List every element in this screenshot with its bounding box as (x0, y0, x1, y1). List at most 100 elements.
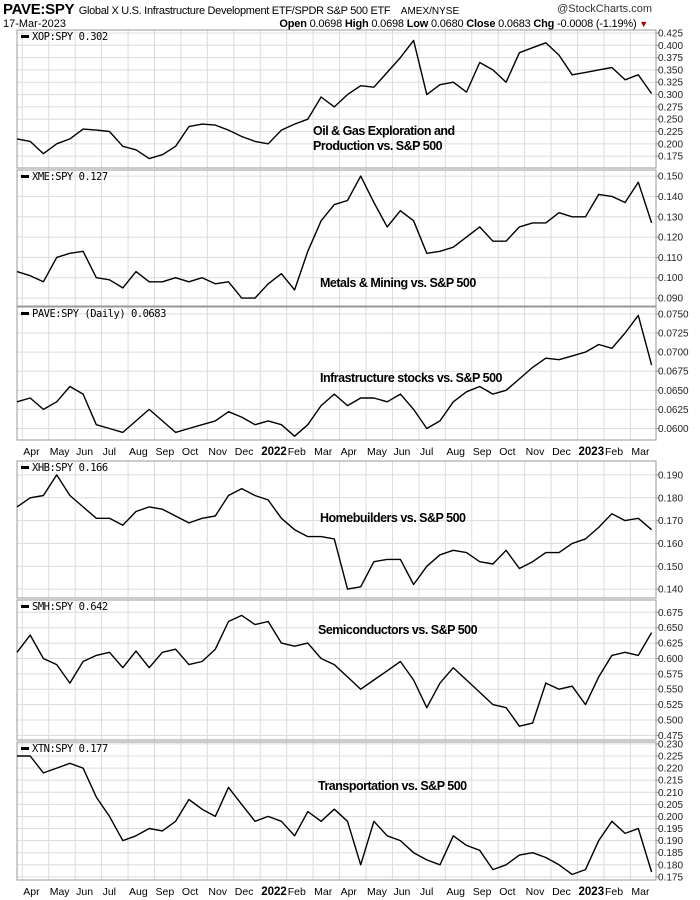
x-axis-month-label: Oct (499, 886, 515, 898)
y-tick-label: 0.525 (658, 700, 683, 711)
down-arrow-icon: ▼ (639, 19, 648, 29)
x-axis-month-label: Mar (314, 446, 333, 458)
x-axis-month-label: May (50, 886, 71, 898)
legend-label: XHB:SPY 0.166 (32, 462, 108, 474)
y-tick-label: 0.550 (658, 685, 683, 696)
change-label: Chg (533, 18, 555, 30)
legend-label: SMH:SPY 0.642 (32, 601, 108, 613)
y-tick-label: 0.140 (658, 192, 683, 203)
y-tick-label: 0.090 (658, 294, 683, 305)
series-line (16, 314, 653, 437)
x-axis-month-label: Dec (552, 446, 571, 458)
y-tick-label: 0.175 (658, 872, 683, 883)
panel-xme-spy: 0.150 0.140 0.130 0.120 0.110 0.100 0.090 XME:S… (16, 169, 683, 307)
x-axis-year-label: 2022 (261, 446, 287, 458)
y-tick-label: 0.500 (658, 716, 683, 727)
x-axis-month-label: Jul (103, 446, 116, 458)
legend-swatch (21, 466, 29, 469)
y-tick-label: 0.0700 (658, 348, 689, 359)
x-axis-month-label: Nov (208, 446, 227, 458)
panel-xhb-spy: 0.190 0.180 0.170 0.160 0.150 0.140 XHB:SPY 0.… (16, 460, 683, 599)
panel-annotation: Oil & Gas Exploration and (313, 124, 455, 138)
y-tick-label: 0.190 (658, 470, 683, 481)
legend-label: XTN:SPY 0.177 (32, 743, 108, 755)
x-axis-month-label: Apr (23, 446, 40, 458)
legend-label: PAVE:SPY (Daily) 0.0683 (32, 308, 166, 320)
y-tick-label: 0.0600 (658, 424, 689, 435)
series-line (17, 755, 653, 876)
x-axis-month-label: Feb (288, 886, 306, 898)
x-axis-month-label: May (50, 446, 71, 458)
y-tick-label: 0.250 (658, 115, 683, 126)
panel-annotation: Infrastructure stocks vs. S&P 500 (320, 371, 503, 385)
y-tick-label: 0.350 (658, 65, 683, 76)
panel-annotation: Metals & Mining vs. S&P 500 (320, 276, 476, 290)
y-tick-label: 0.575 (658, 669, 683, 680)
x-axis-month-label: Jul (103, 886, 116, 898)
y-tick-label: 0.170 (658, 516, 683, 527)
stockcharts-logo: @StockCharts.com (557, 3, 652, 15)
y-tick-label: 0.475 (658, 731, 683, 742)
y-tick-label: 0.195 (658, 824, 683, 835)
x-axis-month-label: Feb (605, 886, 623, 898)
x-axis-month-label: Jun (393, 446, 410, 458)
low-label: Low (406, 18, 429, 30)
panel-smh-spy: 0.675 0.650 0.625 0.600 0.575 0.550 0.525 0.500… (16, 599, 683, 742)
x-axis-month-label: Oct (182, 886, 198, 898)
panel-annotation: Semiconductors vs. S&P 500 (318, 623, 478, 637)
x-axis-month-label: Aug (129, 886, 148, 898)
legend-label: XOP:SPY 0.302 (32, 31, 108, 43)
y-tick-label: 0.0725 (658, 328, 689, 339)
series-line (16, 614, 653, 727)
x-axis-month-label: Sep (155, 886, 174, 898)
x-axis-month-label: Oct (499, 446, 515, 458)
legend-swatch (21, 175, 29, 178)
y-tick-label: 0.205 (658, 800, 683, 811)
x-axis-month-label: Jun (393, 886, 410, 898)
high-label: High (344, 18, 369, 30)
open-label: Open (279, 18, 307, 30)
x-axis-month-label: May (367, 446, 388, 458)
y-tick-label: 0.225 (658, 752, 683, 763)
legend-swatch (21, 35, 29, 38)
panel-xtn-spy: 0.230 0.2250.2200.2150.2100.2050.2000.195… (16, 739, 683, 883)
y-tick-label: 0.160 (658, 539, 683, 550)
x-axis-month-label: Oct (182, 446, 198, 458)
y-tick-label: 0.325 (658, 78, 683, 89)
y-tick-label: 0.0625 (658, 405, 689, 416)
y-tick-label: 0.200 (658, 139, 683, 150)
x-axis-month-label: Apr (341, 446, 358, 458)
x-axis-year-label: 2023 (579, 446, 605, 458)
panel-pave-spy: 0.0750 0.0725 0.0700 0.0675 0.0650 0.0625 0.06… (16, 306, 689, 441)
panel-frame (16, 460, 657, 599)
y-tick-label: 0.215 (658, 776, 683, 787)
y-tick-label: 0.425 (658, 28, 683, 39)
panel-annotation: Production vs. S&P 500 (313, 139, 443, 153)
y-tick-label: 0.0650 (658, 386, 689, 397)
panel-frame (16, 306, 657, 441)
x-axis-year-label: 2022 (261, 886, 287, 898)
x-axis-month-label: Jun (76, 446, 93, 458)
exchange: AMEX/NYSE (400, 6, 460, 17)
chart-date: 17-Mar-2023 (3, 18, 66, 30)
panel-annotation: Transportation vs. S&P 500 (318, 779, 467, 793)
y-tick-label: 0.400 (658, 41, 683, 52)
series-line (16, 474, 653, 590)
y-tick-label: 0.180 (658, 493, 683, 504)
x-axis-month-label: Nov (526, 886, 545, 898)
y-tick-label: 0.0675 (658, 367, 689, 378)
x-axis-labels: Apr May Jun Jul Aug Sep Oct Nov Dec 2022 Feb Mar Apr… (23, 886, 650, 898)
y-tick-label: 0.210 (658, 788, 683, 799)
y-tick-label: 0.150 (658, 562, 683, 573)
x-axis-month-label: Aug (129, 446, 148, 458)
x-axis-month-label: Nov (526, 446, 545, 458)
y-tick-label: 0.675 (658, 608, 683, 619)
legend-label: XME:SPY 0.127 (32, 171, 108, 183)
x-axis-month-label: Nov (208, 886, 227, 898)
open-value: 0.0698 (309, 18, 343, 30)
y-tick-label: 0.300 (658, 90, 683, 101)
x-axis-month-label: Aug (446, 446, 465, 458)
low-value: 0.0680 (430, 18, 464, 30)
y-tick-label: 0.230 (658, 739, 683, 750)
y-tick-label: 0.120 (658, 233, 683, 244)
